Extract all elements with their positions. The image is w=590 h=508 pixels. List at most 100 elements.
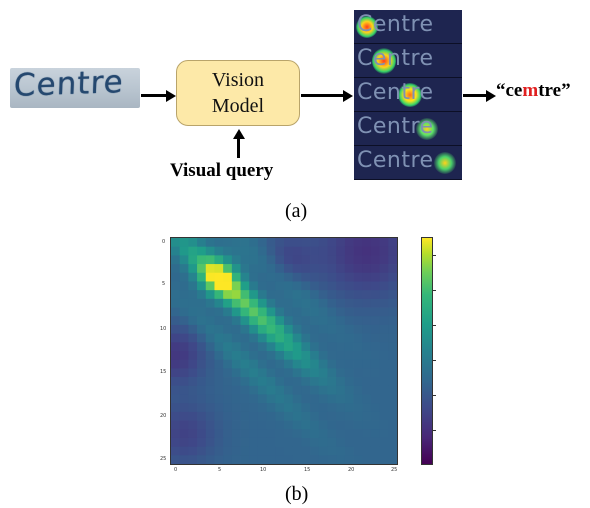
heatmap-cell [171,385,181,395]
heatmap-cell [370,429,381,439]
heatmap-cell [257,403,268,413]
heatmap-cell [240,264,250,274]
heatmap-cell [310,377,320,387]
heatmap-cell [318,359,328,369]
heatmap-cell [379,342,389,352]
heatmap-cell [266,385,276,395]
heatmap-cell [197,238,207,248]
heatmap-cell [223,403,233,413]
attention-row-text: Centre [357,114,434,139]
heatmap-cell [292,351,302,361]
heatmap-cell [257,316,268,326]
heatmap-svg [171,238,397,464]
heatmap-cell [240,455,250,464]
output-open-quote: “ [496,80,506,101]
heatmap-cell [310,411,320,421]
heatmap-cell [344,264,354,274]
heatmap-cell [257,411,268,421]
heatmap-cell [301,307,311,317]
heatmap-cell [188,403,198,413]
heatmap-cell [336,446,346,456]
heatmap-cell [197,351,207,361]
heatmap-cell [301,238,311,248]
heatmap-cell [205,420,215,430]
heatmap-cell [275,264,285,274]
heatmap-cell [310,420,320,430]
heatmap-cell [266,455,276,464]
heatmap-cell [336,394,346,404]
heatmap-cell [284,411,294,421]
heatmap-cell [310,290,320,300]
heatmap-cell [370,272,381,282]
heatmap-cell [318,290,328,300]
heatmap-cell [249,333,259,343]
heatmap-cell [188,238,198,248]
attention-row-3: Centre [354,78,462,112]
heatmap-cell [388,359,397,369]
heatmap-cell [284,290,294,300]
heatmap-cell [266,342,276,352]
heatmap-cell [275,342,285,352]
heatmap-cell [266,307,276,317]
heatmap-cell [214,290,224,300]
vision-model-line1: Vision [211,69,265,91]
heatmap-x-tick: 15 [304,467,311,473]
heatmap-cell [292,290,302,300]
caption-a: (a) [285,200,308,222]
heatmap-cell [179,420,189,430]
attention-blob [416,118,438,140]
heatmap-cell [353,281,363,291]
heatmap-cell [249,290,259,300]
heatmap-cell [318,455,328,464]
heatmap-cell [197,281,207,291]
heatmap-cell [301,246,311,256]
heatmap-cell [231,272,241,282]
heatmap-cell [292,307,302,317]
heatmap-cell [379,403,389,413]
heatmap-cell [388,377,397,387]
heatmap-cell [344,281,354,291]
heatmap-cell [214,264,224,274]
colorbar [421,237,433,465]
heatmap-cell [231,255,241,265]
heatmap-cell [362,377,372,387]
heatmap-cell [284,368,294,378]
heatmap-cell [292,455,302,464]
heatmap-cell [257,324,268,335]
heatmap-cell [197,437,207,448]
heatmap-cell [353,246,363,256]
heatmap-cell [223,455,233,464]
heatmap-cell [266,333,276,343]
arrow-model-to-attention-head [343,89,353,102]
heatmap-cell [379,333,389,343]
heatmap-cell [284,307,294,317]
heatmap-cell [318,246,328,256]
heatmap-cell [249,272,259,282]
heatmap-cell [197,264,207,274]
heatmap-cell [379,298,389,308]
heatmap-cell [171,290,181,300]
heatmap-cell [197,290,207,300]
heatmap-cell [336,359,346,369]
heatmap-x-tick: 25 [391,467,398,473]
heatmap-cell [266,411,276,421]
heatmap-cell [327,290,337,300]
heatmap-cell [362,255,372,265]
heatmap-cell [318,351,328,361]
heatmap-cell [179,342,189,352]
heatmap-cell [336,403,346,413]
heatmap-cell [284,333,294,343]
heatmap-cell [318,385,328,395]
attention-row-4: Centre [354,112,462,146]
heatmap-cell [179,368,189,378]
heatmap-cell [205,351,215,361]
heatmap-cell [266,316,276,326]
heatmap-cell [284,324,294,335]
arrow-attention-to-output [463,94,487,97]
heatmap-cell [275,246,285,256]
output-close-quote: ” [561,80,571,101]
heatmap-cell [205,359,215,369]
heatmap-cell [257,394,268,404]
heatmap-cell [205,429,215,439]
heatmap-cell [179,377,189,387]
